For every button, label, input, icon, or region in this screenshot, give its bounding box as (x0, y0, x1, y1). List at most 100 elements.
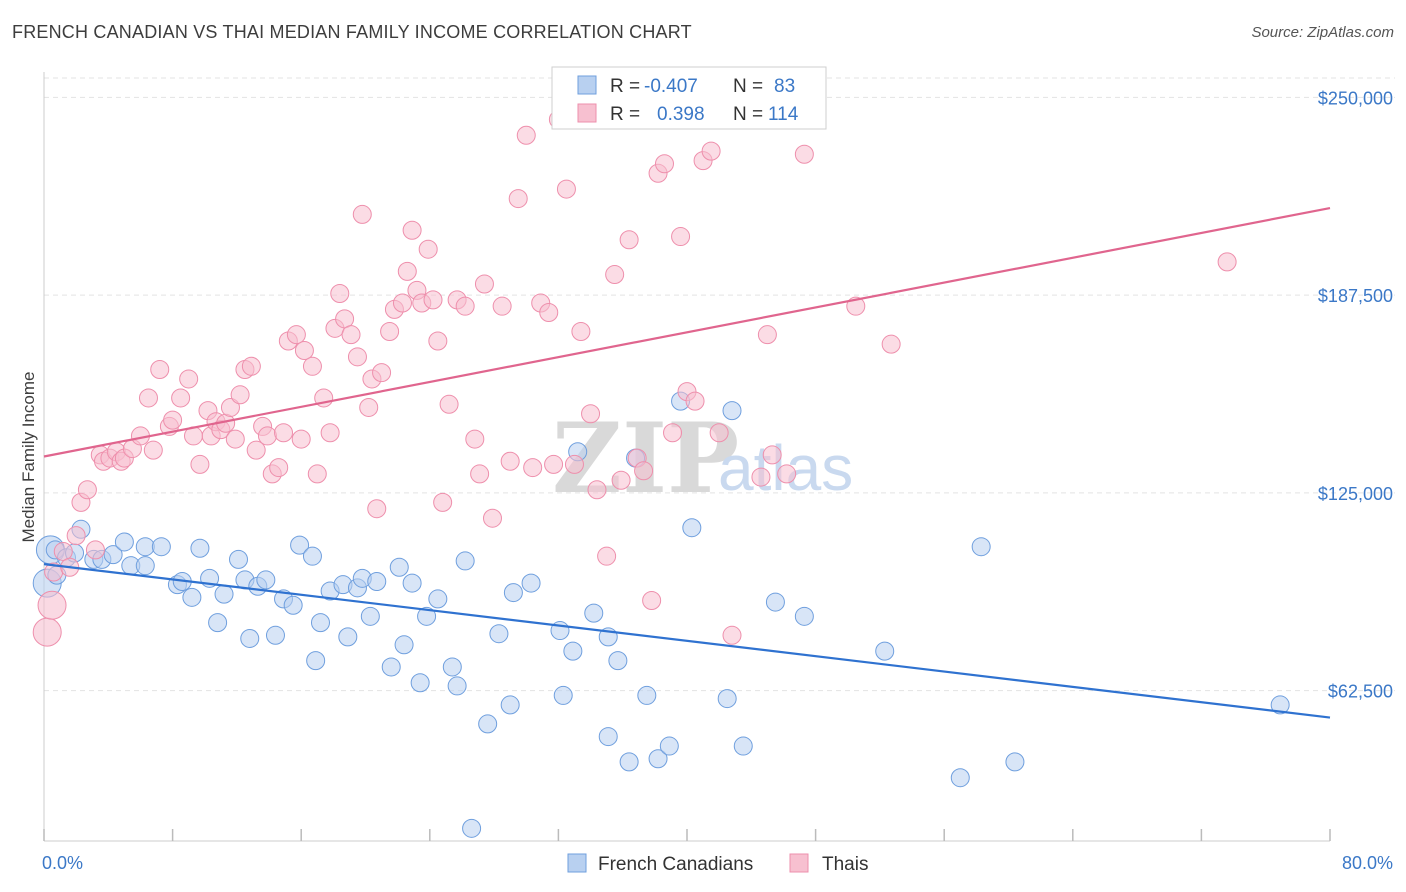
data-point (294, 340, 314, 360)
data-point (634, 461, 654, 481)
legend-r-value-pink: 0.398 (657, 104, 705, 125)
trend-lines (43, 206, 1331, 719)
data-point (654, 154, 674, 174)
bottom-legend: French Canadians Thais (567, 853, 868, 875)
data-point (138, 388, 158, 408)
data-point (648, 749, 668, 769)
data-point (302, 356, 322, 376)
data-point (291, 429, 311, 449)
data-point (418, 239, 438, 259)
data-point (352, 204, 372, 224)
data-point (214, 584, 234, 604)
chart-title: FRENCH CANADIAN VS THAI MEDIAN FAMILY IN… (12, 22, 692, 42)
data-point (671, 227, 691, 247)
data-point (584, 603, 604, 623)
data-point (402, 220, 422, 240)
data-point (360, 606, 380, 626)
y-axis-title: Median Family Income (19, 371, 38, 542)
data-point (274, 423, 294, 443)
data-point (402, 573, 422, 593)
data-point (240, 628, 260, 648)
data-point (637, 685, 657, 705)
data-point (581, 404, 601, 424)
bottom-legend-swatch-blue (567, 853, 587, 873)
data-point (257, 426, 277, 446)
data-point (717, 689, 737, 709)
legend-r-label-blue: R = (610, 76, 640, 97)
bottom-legend-swatch-pink (789, 853, 809, 873)
legend-n-label-pink: N = (733, 104, 763, 125)
chart-source: Source: ZipAtlas.com (1251, 24, 1394, 41)
data-point (682, 518, 702, 538)
data-point (587, 480, 607, 500)
data-point (372, 363, 392, 383)
data-point (163, 410, 183, 430)
data-point (103, 545, 123, 565)
data-point (143, 440, 163, 460)
data-point (359, 397, 379, 417)
data-point (1217, 252, 1237, 272)
data-point (179, 369, 199, 389)
trend-line-french-canadians (43, 563, 1331, 719)
data-point (722, 625, 742, 645)
data-point (478, 714, 498, 734)
data-point (367, 572, 387, 592)
data-point (611, 470, 631, 490)
data-point (508, 189, 528, 209)
data-point (347, 347, 367, 367)
data-point (392, 293, 412, 313)
y-tick-label-3: $250,000 (1318, 88, 1393, 108)
data-point (482, 508, 502, 528)
y-tick-label-0: $62,500 (1328, 682, 1393, 702)
data-point (455, 296, 475, 316)
legend-n-value-blue: 83 (774, 76, 795, 97)
data-point (751, 467, 771, 487)
data-point (330, 284, 350, 304)
data-point (286, 325, 306, 345)
data-point (190, 538, 210, 558)
data-point (875, 641, 895, 661)
data-point (302, 546, 322, 566)
data-point (846, 296, 866, 316)
data-point (229, 549, 249, 569)
data-point (500, 695, 520, 715)
data-point (367, 499, 387, 519)
data-point (701, 141, 721, 161)
data-point (265, 625, 285, 645)
legend-r-label-pink: R = (610, 104, 640, 125)
data-point (765, 592, 785, 612)
data-point (523, 458, 543, 478)
data-point (659, 736, 679, 756)
data-point (462, 818, 482, 838)
legend-swatch-blue (577, 75, 597, 95)
data-point (380, 321, 400, 341)
data-point (225, 429, 245, 449)
data-point (539, 303, 559, 323)
data-point (757, 325, 777, 345)
data-point (597, 546, 617, 566)
data-point (605, 265, 625, 285)
data-point (442, 657, 462, 677)
data-point (762, 445, 782, 465)
data-point (151, 537, 171, 557)
y-tick-label-2: $187,500 (1318, 286, 1393, 306)
x-tick-label-min: 0.0% (42, 853, 83, 873)
data-point (571, 321, 591, 341)
data-point (338, 627, 358, 647)
data-point (135, 556, 155, 576)
data-point (135, 537, 155, 557)
data-point (439, 394, 459, 414)
data-point (310, 613, 330, 633)
data-point (556, 179, 576, 199)
data-point (465, 429, 485, 449)
legend-r-value-blue: -0.407 (644, 76, 698, 97)
y-tick-label-1: $125,000 (1318, 484, 1393, 504)
data-point (950, 768, 970, 788)
data-point (553, 685, 573, 705)
data-point (220, 397, 240, 417)
data-point (256, 570, 276, 590)
bottom-legend-label-pink: Thais (822, 854, 868, 875)
data-point (230, 385, 250, 405)
data-point (619, 752, 639, 772)
x-tick-label-max: 80.0% (1342, 853, 1393, 873)
